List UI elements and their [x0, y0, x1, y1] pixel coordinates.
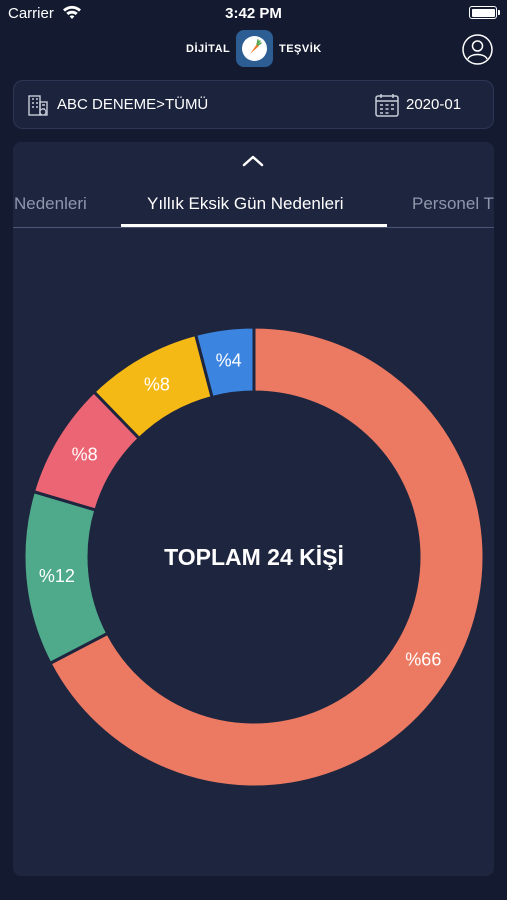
donut-slice[interactable] [193, 325, 256, 400]
brand-text-left: DİJİTAL [186, 43, 231, 55]
profile-icon[interactable] [462, 34, 493, 65]
slice-percent-label: %66 [405, 650, 441, 670]
battery-icon [469, 6, 500, 19]
clock: 3:42 PM [225, 5, 282, 22]
filter-bar[interactable]: ABC DENEME>TÜMÜ 2020-01 [13, 80, 494, 129]
tab-reasons-partial[interactable]: Nedenleri [14, 194, 87, 213]
tab-personnel-partial[interactable]: Personel T [412, 194, 494, 213]
slice-percent-label: %8 [144, 374, 170, 394]
slice-percent-label: %8 [72, 444, 98, 464]
app-header: DİJİTAL TEŞVİK [0, 28, 507, 72]
building-icon [28, 95, 48, 116]
tab-bar: Nedenleri Yıllık Eksik Gün Nedenleri Per… [13, 182, 494, 228]
company-filter-label[interactable]: ABC DENEME>TÜMÜ [57, 96, 209, 113]
chart-center-total: TOPLAM 24 KİŞİ [164, 544, 344, 570]
carrier-label: Carrier [8, 5, 54, 22]
brand-text-right: TEŞVİK [279, 43, 322, 55]
period-filter-label[interactable]: 2020-01 [406, 96, 462, 113]
donut-chart: %66 %12 %8 %8 %4 TOPLAM 24 KİŞİ [22, 325, 486, 789]
donut-slice[interactable] [48, 325, 486, 789]
status-bar: Carrier 3:42 PM [0, 0, 507, 26]
active-tab-indicator [121, 224, 387, 227]
app-logo-icon [236, 30, 273, 67]
slice-percent-label: %12 [39, 566, 75, 586]
calendar-icon[interactable] [374, 92, 400, 118]
wifi-icon [63, 5, 81, 19]
slice-percent-label: %4 [216, 351, 242, 371]
chevron-up-icon[interactable] [240, 152, 266, 170]
tab-yearly-missing-days[interactable]: Yıllık Eksik Gün Nedenleri [147, 194, 344, 213]
chart-panel: Nedenleri Yıllık Eksik Gün Nedenleri Per… [13, 142, 494, 876]
